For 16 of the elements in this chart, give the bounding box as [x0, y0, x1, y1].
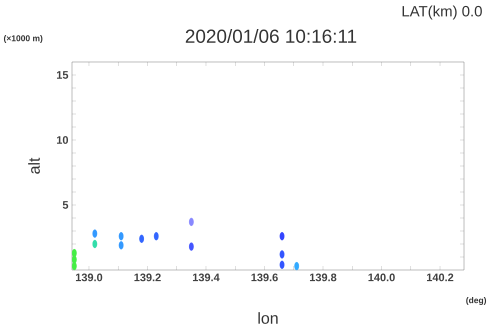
chart-subtitle: LAT(km) 0.0	[402, 6, 482, 20]
x-tick-label: 140.2	[426, 274, 454, 282]
x-axis-title: lon	[258, 312, 278, 324]
y-tick-label: 5	[62, 201, 68, 209]
y-axis-title: alt	[28, 158, 40, 174]
x-tick-label: 139.8	[310, 274, 336, 282]
chart-title: 2020/01/06 10:16:11	[186, 29, 356, 43]
x-tick-label: 139.0	[76, 274, 102, 282]
x-tick-label: 139.4	[192, 274, 220, 282]
y-tick-label: 10	[56, 136, 68, 144]
text: (×1000 m)	[4, 35, 42, 43]
y-tick-label: 15	[56, 71, 68, 79]
x-tick-label: 139.2	[134, 274, 161, 282]
x-tick-label: 139.6	[251, 274, 278, 282]
text: (deg)	[466, 297, 486, 305]
x-tick-label: 140.0	[368, 274, 395, 282]
